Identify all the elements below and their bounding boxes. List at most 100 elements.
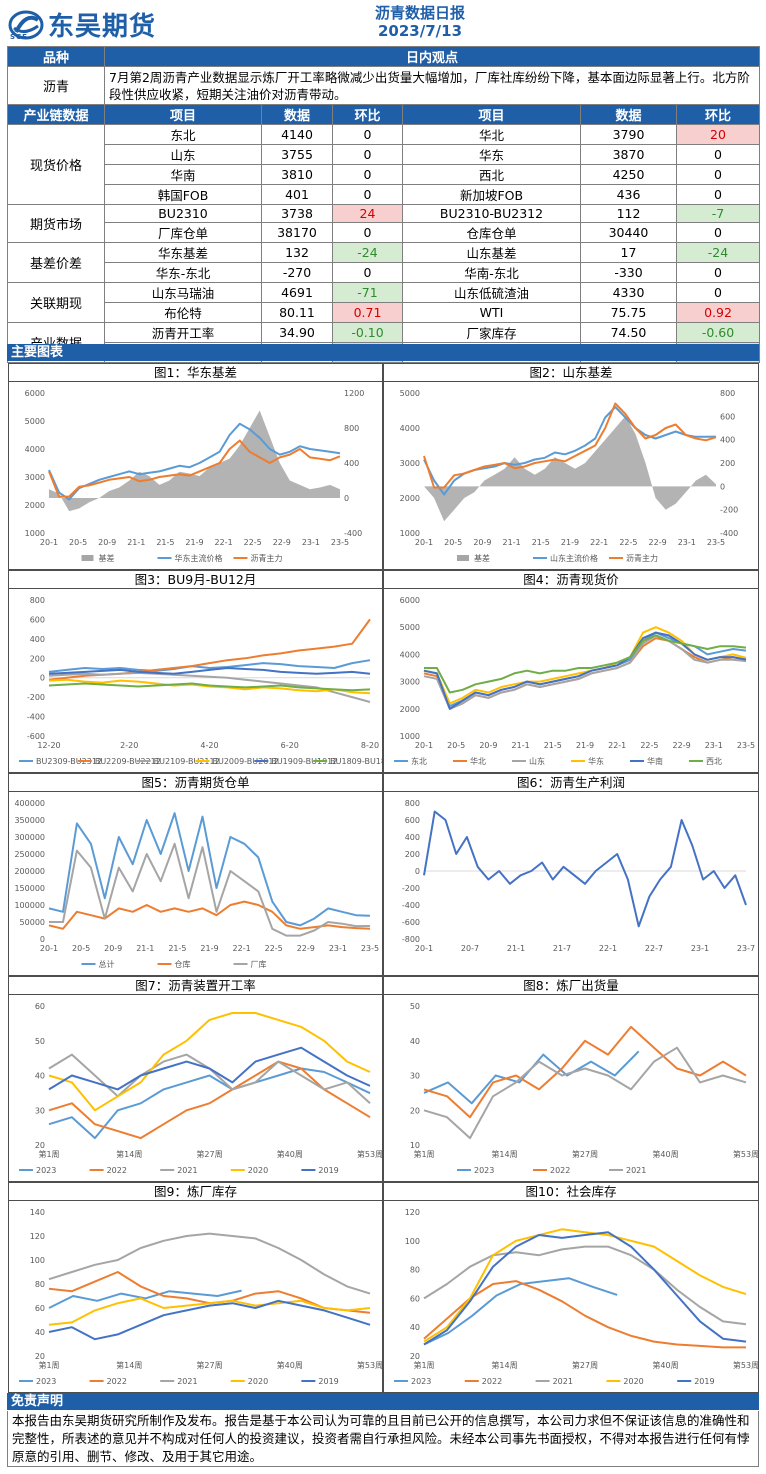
cell-change-a: 0 bbox=[332, 164, 403, 185]
legend-label: 2023 bbox=[36, 1166, 56, 1175]
y-tick-label: 100 bbox=[405, 1237, 420, 1246]
cell-change-b: 0 bbox=[675, 282, 761, 303]
cell-change-a: 0 bbox=[332, 124, 403, 145]
y-tick-label: 100 bbox=[30, 1256, 45, 1265]
x-tick-label: 20-5 bbox=[69, 538, 87, 547]
y-tick-label: 40 bbox=[410, 1323, 420, 1332]
legend-label: 东北 bbox=[411, 756, 427, 766]
series-line bbox=[48, 1299, 371, 1341]
series-line bbox=[424, 634, 747, 694]
x-tick-label: 22-9 bbox=[673, 741, 691, 750]
x-tick-label: 第14周 bbox=[491, 1360, 517, 1370]
y-tick-label: 100000 bbox=[14, 901, 45, 910]
y-tick-label: 2000 bbox=[400, 494, 420, 503]
series-line bbox=[48, 682, 371, 692]
x-tick-label: 23-1 bbox=[302, 538, 320, 547]
th-change-a: 环比 bbox=[332, 104, 403, 125]
x-tick-label: 2-20 bbox=[120, 741, 138, 750]
y-tick-label: 6000 bbox=[400, 596, 420, 605]
x-tick-label: 21-1 bbox=[503, 538, 521, 547]
series-line bbox=[48, 659, 371, 673]
legend-label: 2020 bbox=[248, 1166, 268, 1175]
cell-change-b: 0 bbox=[675, 144, 761, 165]
series-line bbox=[48, 1060, 371, 1140]
x-tick-label: 第1周 bbox=[38, 1149, 59, 1159]
row-category: 基差价差 bbox=[7, 242, 105, 283]
series-line bbox=[48, 439, 341, 498]
x-tick-label: 22-9 bbox=[297, 944, 315, 953]
y2-tick-label: 200 bbox=[720, 459, 735, 468]
x-tick-label: 22-7 bbox=[645, 944, 663, 953]
th-value-b: 数据 bbox=[580, 104, 677, 125]
series-line bbox=[48, 422, 341, 501]
series-line bbox=[48, 1046, 371, 1091]
title-text: 沥青数据日报 bbox=[374, 4, 465, 22]
legend-label: 2020 bbox=[623, 1377, 643, 1386]
cell-item-b: BU2310-BU2312 bbox=[402, 204, 581, 223]
cell-change-a: -71 bbox=[332, 282, 403, 303]
series-line bbox=[48, 1053, 371, 1105]
legend-label: 2019 bbox=[318, 1377, 338, 1386]
legend-label: 2019 bbox=[318, 1166, 338, 1175]
cell-value-b: 74.50 bbox=[580, 322, 677, 343]
x-tick-label: 第14周 bbox=[116, 1149, 142, 1159]
x-tick-label: 22-9 bbox=[273, 538, 291, 547]
x-tick-label: 21-9 bbox=[561, 538, 579, 547]
x-tick-label: 23-1 bbox=[691, 944, 709, 953]
chart-title: 图10：社会库存 bbox=[384, 1183, 758, 1201]
legend-label: 总计 bbox=[99, 959, 115, 969]
y2-tick-label: 0 bbox=[344, 494, 349, 503]
x-tick-label: 21-1 bbox=[512, 741, 530, 750]
cell-value-a: -270 bbox=[261, 262, 333, 283]
legend-label: 华北 bbox=[470, 756, 486, 766]
y-tick-label: 60 bbox=[35, 1304, 45, 1313]
x-tick-label: 22-5 bbox=[265, 944, 283, 953]
y-tick-label: 40 bbox=[35, 1328, 45, 1337]
cell-value-a: 3810 bbox=[261, 164, 333, 185]
cell-item-b: 华南-东北 bbox=[402, 262, 581, 283]
cell-value-b: 3790 bbox=[580, 124, 677, 145]
x-tick-label: 第53周 bbox=[357, 1149, 382, 1159]
series-line bbox=[48, 1232, 371, 1295]
view-col-variety: 品种 bbox=[7, 46, 105, 67]
series-line bbox=[48, 812, 371, 927]
y-tick-label: 40 bbox=[35, 1072, 45, 1081]
x-tick-label: 第40周 bbox=[652, 1149, 678, 1159]
cell-value-b: 30440 bbox=[580, 222, 677, 243]
y-tick-label: 200 bbox=[405, 850, 420, 859]
x-tick-label: 21-5 bbox=[532, 538, 550, 547]
x-tick-label: 23-5 bbox=[707, 538, 725, 547]
row-category: 关联期现 bbox=[7, 282, 105, 323]
legend-label: 华南 bbox=[647, 756, 663, 766]
y-tick-label: 50 bbox=[410, 1002, 420, 1011]
cell-item-b: 仓库仓单 bbox=[402, 222, 581, 243]
legend-label: 2023 bbox=[411, 1377, 431, 1386]
chart-title: 图6：沥青生产利润 bbox=[384, 774, 758, 792]
chart-5: 图5：沥青期货仓单 400000 350000 300000 250000 200000 1… bbox=[8, 773, 383, 976]
y-tick-label: 200 bbox=[30, 654, 45, 663]
y-tick-label: 4000 bbox=[25, 445, 45, 454]
series-line bbox=[423, 1046, 747, 1140]
legend-label: 仓库 bbox=[175, 959, 191, 969]
x-tick-label: 23-5 bbox=[361, 944, 379, 953]
legend-swatch bbox=[81, 555, 94, 561]
cell-value-a: 132 bbox=[261, 242, 333, 263]
cell-item-b: 厂家库存 bbox=[402, 322, 581, 343]
y2-tick-label: -200 bbox=[720, 506, 738, 515]
y-tick-label: 60 bbox=[35, 1002, 45, 1011]
legend-label: 西北 bbox=[706, 757, 722, 766]
cell-item-a: 厂库仓单 bbox=[104, 222, 262, 243]
cell-item-a: 华东-东北 bbox=[104, 262, 262, 283]
x-tick-label: 第14周 bbox=[491, 1149, 517, 1159]
cell-item-b: 山东低硫渣油 bbox=[402, 282, 581, 303]
series-line bbox=[49, 842, 371, 937]
series-area bbox=[49, 410, 340, 512]
y-tick-label: 5000 bbox=[400, 623, 420, 632]
cell-item-a: 华东基差 bbox=[104, 242, 262, 263]
y-tick-label: 6000 bbox=[25, 389, 45, 398]
x-tick-label: 22-1 bbox=[599, 944, 617, 953]
y-tick-label: 5000 bbox=[25, 417, 45, 426]
legend-label: 山东主流价格 bbox=[550, 553, 598, 563]
